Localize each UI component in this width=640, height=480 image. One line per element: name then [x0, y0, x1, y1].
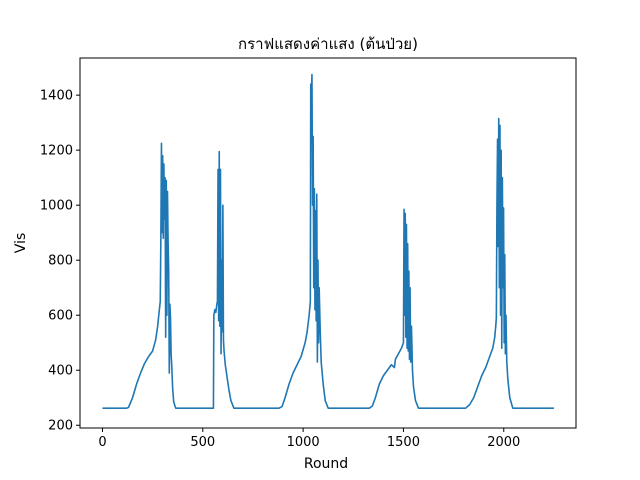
plot-area — [80, 58, 576, 428]
x-tick-label: 1500 — [387, 435, 420, 450]
ticks-layer: 0 500 1000 1500 2000 200 400 600 800 1000 1200 1400 — [40, 89, 520, 450]
y-tick-label: 1000 — [40, 199, 73, 214]
x-axis-title: Round — [304, 456, 348, 472]
x-tick-label: 500 — [190, 435, 215, 450]
chart-title: กราฟแสดงค่าแสง (ต้นป่วย) — [238, 35, 418, 53]
series-line-0 — [102, 73, 554, 409]
y-tick-label: 1400 — [40, 89, 73, 104]
y-tick-label: 800 — [48, 254, 73, 269]
x-tick-label: 2000 — [487, 435, 520, 450]
series-layer — [102, 73, 554, 409]
x-tick-label: 1000 — [287, 435, 320, 450]
plot-frame — [79, 57, 577, 429]
y-tick-label: 1200 — [40, 144, 73, 159]
y-tick-label: 200 — [48, 419, 73, 434]
y-axis-title: Vis — [13, 233, 29, 253]
x-tick-label: 0 — [98, 435, 106, 450]
y-tick-label: 400 — [48, 364, 73, 379]
y-tick-label: 600 — [48, 309, 73, 324]
